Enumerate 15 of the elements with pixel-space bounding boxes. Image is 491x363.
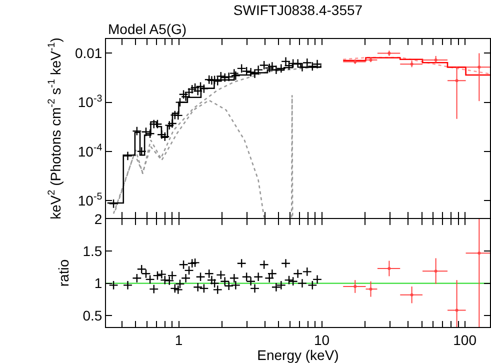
chart-subtitle: Model A5(G): [108, 21, 187, 37]
x-tick-label: 100: [453, 332, 477, 348]
y-tick-label: 10$^{-5}$: [78, 192, 103, 208]
y-tick-label: 1: [94, 275, 102, 292]
y-tick-label: 0.01: [74, 45, 102, 62]
y-tick-label: 10$^{-3}$: [78, 93, 103, 110]
y-tick-label: 2: [94, 210, 102, 227]
chart-title: SWIFTJ0838.4-3557: [233, 2, 363, 18]
y-tick-label: 0.5: [82, 307, 102, 324]
y-axis-title: ratio: [55, 259, 72, 287]
x-tick-label: 1: [174, 332, 183, 348]
y-tick-label: 1.5: [82, 243, 102, 260]
x-axis-title: Energy (keV): [257, 347, 339, 363]
x-tick-label: 10: [314, 332, 330, 348]
y-tick-label: 10$^{-4}$: [78, 142, 103, 160]
